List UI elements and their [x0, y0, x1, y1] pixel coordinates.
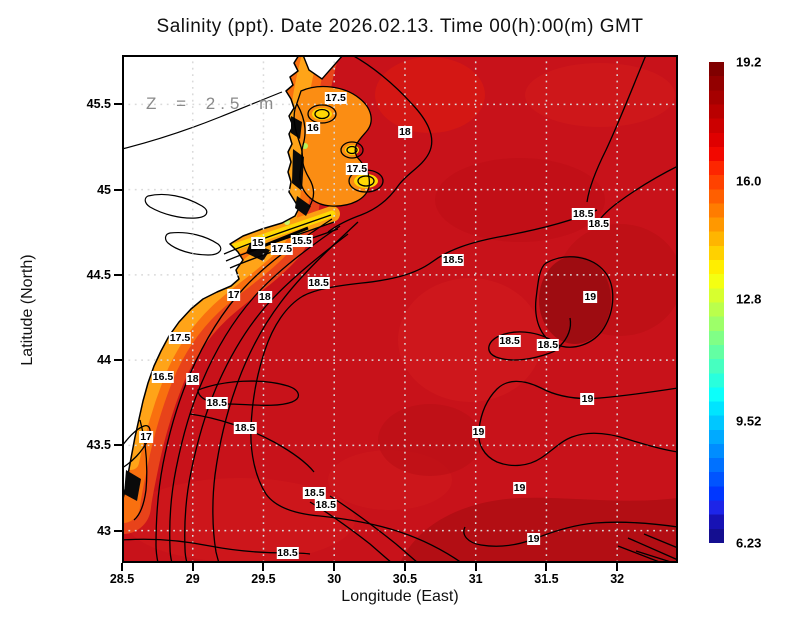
y-axis-tick: [114, 273, 122, 276]
contour-value-label: 17.5: [345, 163, 369, 176]
y-axis-tick: [114, 188, 122, 191]
contour-16-coast: [296, 103, 315, 208]
map-plot-area: Z = 2.5 m 17.5 16 18 17.5 18.5 18.5 15 15.5 17.5…: [122, 55, 678, 563]
contour-value-label: 18: [185, 372, 200, 385]
x-axis-tick: [616, 563, 619, 571]
contour-value-label: 18.5: [303, 487, 326, 500]
contour-value-label: 19: [526, 533, 541, 546]
land-layer: [122, 55, 344, 507]
colorbar-tick-label: 12.8: [736, 291, 762, 307]
y-axis-tick-label: 44: [97, 353, 111, 368]
grid-layer: [122, 55, 678, 563]
contour-value-label: 17.5: [168, 331, 192, 344]
x-axis-tick: [474, 563, 477, 571]
contour-coast-bundle-2: [169, 225, 341, 563]
colorbar-tick-label: 6.23: [736, 535, 762, 551]
y-axis-tick-label: 45.5: [86, 97, 111, 112]
x-axis-tick-label: 30.5: [392, 572, 418, 586]
x-axis-tick-label: 29.5: [251, 572, 276, 586]
y-axis-tick-label: 44.5: [86, 267, 111, 282]
contour-19-upper: [478, 380, 678, 467]
x-axis-tick: [262, 563, 265, 571]
y-axis-tick: [114, 103, 122, 106]
land-polygon: [122, 55, 300, 507]
x-axis-tick-label: 29: [185, 572, 200, 586]
contour-value-label: 18.5: [587, 217, 610, 230]
depth-annotation: Z = 2.5 m: [146, 94, 279, 113]
colorbar-tick-label: 16.0: [736, 173, 762, 189]
contour-value-label: 17.5: [324, 91, 347, 104]
plot-border: [122, 55, 678, 563]
coastal-islet: [302, 55, 344, 80]
contour-value-label: 19: [580, 393, 595, 406]
lagoon-outline-2: [164, 231, 222, 256]
contour-18p5-hook: [488, 331, 561, 361]
contour-value-label: 18.5: [571, 207, 595, 220]
contour-18-top: [327, 55, 433, 233]
x-axis-tick: [333, 563, 336, 571]
y-axis-tick-label: 43.5: [86, 438, 111, 453]
contour-value-label: 19: [583, 291, 598, 304]
y-axis-label: Latitude (North): [19, 254, 36, 366]
contour-coast-bundle-1: [155, 218, 333, 563]
x-axis-tick: [545, 563, 548, 571]
contour-18-mid: [212, 221, 359, 563]
colorbar-tick-label: 9.52: [736, 413, 762, 429]
contour-value-label: 17: [226, 289, 241, 302]
contour-value-label: 18.5: [205, 396, 228, 409]
y-axis-tick: [114, 529, 122, 532]
x-axis-tick-label: 28.5: [109, 572, 135, 586]
contour-18p5-sweep: [250, 209, 598, 563]
y-axis-tick: [114, 444, 122, 447]
colorbar: [709, 62, 724, 543]
contour-value-label: 18.5: [276, 546, 299, 559]
contour-value-label: 19: [471, 425, 486, 438]
contour-value-label: 18.5: [441, 253, 465, 266]
x-axis-label: Longitude (East): [341, 588, 459, 605]
sea-base-layer: [122, 55, 678, 563]
x-axis-tick-label: 31.5: [534, 572, 559, 586]
x-axis-tick: [121, 563, 123, 571]
contour-value-label: 15.5: [290, 234, 313, 247]
lagoon-outline: [144, 193, 208, 219]
contour-coast-bundle-3: [184, 233, 349, 563]
salinity-contour-map: [122, 55, 678, 563]
contour-value-label: 18.5: [536, 338, 560, 351]
contour-value-label: 18.5: [307, 277, 330, 290]
contour-19-blob: [534, 256, 614, 348]
contour-value-label: 17.5: [270, 243, 294, 256]
contour-value-label: 19: [512, 481, 527, 494]
y-axis-tick-label: 45: [97, 182, 111, 197]
x-axis-tick: [191, 563, 194, 571]
y-axis-tick-label: 43: [97, 523, 111, 538]
x-axis-tick-label: 30: [327, 572, 342, 586]
contour-value-label: 18: [398, 125, 412, 138]
contour-value-label: 16: [306, 122, 320, 135]
colorbar-tick-label: 19.2: [736, 54, 762, 70]
contour-17-bottom-loop: [122, 425, 151, 469]
contour-value-label: 18.5: [314, 499, 337, 512]
plot-title: Salinity (ppt). Date 2026.02.13. Time 00…: [156, 16, 644, 37]
x-axis-tick-label: 32: [610, 572, 625, 586]
contour-value-label: 16.5: [151, 371, 175, 384]
contour-value-label: 18.5: [233, 422, 257, 435]
contour-value-label: 18: [258, 291, 272, 304]
x-axis-tick: [403, 563, 406, 571]
y-axis-tick: [114, 359, 122, 362]
contour-value-label: 15: [250, 236, 265, 249]
x-axis-tick-label: 31: [468, 572, 483, 586]
contour-value-label: 17: [139, 430, 153, 443]
river-branch-line: [122, 91, 283, 150]
contour-value-label: 18.5: [498, 335, 521, 348]
contour-18p5-top-a: [586, 55, 647, 203]
